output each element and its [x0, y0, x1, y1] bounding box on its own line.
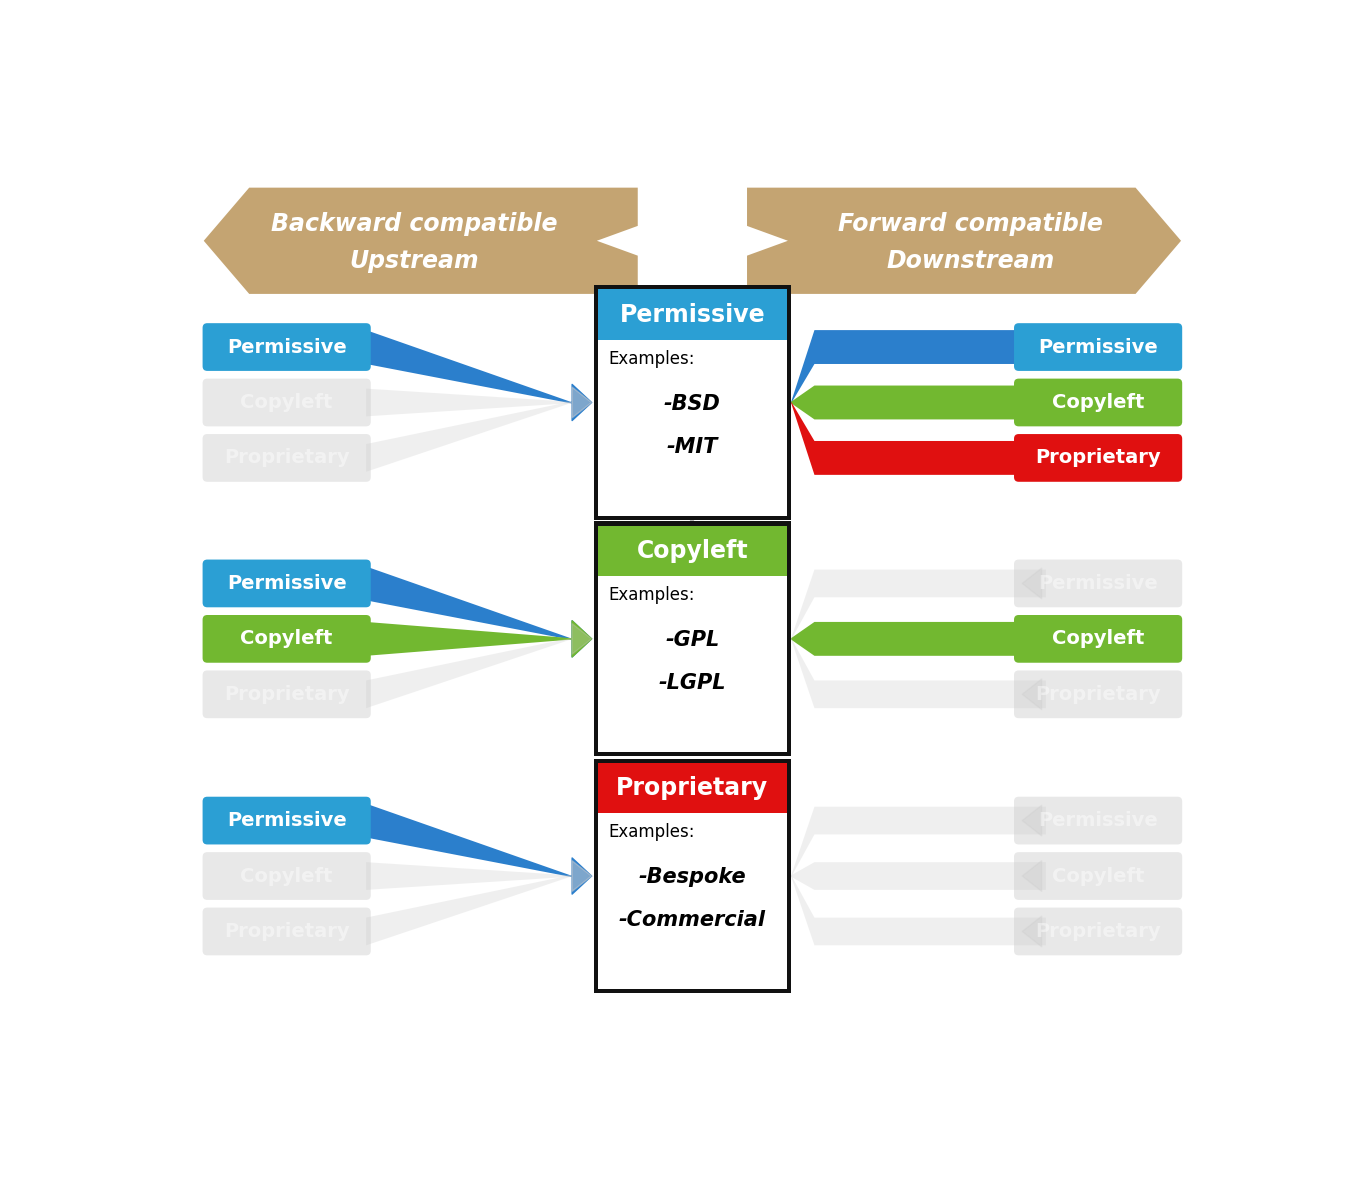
FancyBboxPatch shape [203, 797, 370, 845]
Bar [593, 521, 792, 756]
FancyBboxPatch shape [203, 323, 370, 371]
Polygon shape [792, 569, 1046, 640]
FancyArrowPatch shape [571, 624, 592, 654]
Polygon shape [366, 876, 593, 945]
Text: -MIT: -MIT [666, 437, 719, 456]
Text: Copyleft: Copyleft [240, 629, 332, 648]
Polygon shape [366, 567, 593, 640]
Text: Forward compatible: Forward compatible [838, 212, 1102, 236]
Text: Copyleft: Copyleft [1052, 393, 1144, 412]
Text: Backward compatible: Backward compatible [272, 212, 558, 236]
Polygon shape [792, 863, 1046, 890]
Polygon shape [747, 188, 1181, 294]
Polygon shape [366, 331, 593, 404]
FancyBboxPatch shape [203, 908, 370, 955]
Bar [598, 526, 786, 576]
Text: Permissive: Permissive [227, 811, 347, 830]
Text: Permissive: Permissive [1038, 574, 1158, 593]
FancyArrowPatch shape [1023, 329, 1042, 365]
FancyArrowPatch shape [1023, 621, 1042, 657]
Text: Upstream: Upstream [350, 249, 480, 273]
FancyBboxPatch shape [203, 852, 370, 900]
Text: Proprietary: Proprietary [1035, 685, 1161, 703]
FancyArrowPatch shape [1023, 440, 1042, 476]
FancyArrowPatch shape [571, 860, 592, 891]
Bar [598, 340, 786, 515]
Bar [593, 285, 792, 520]
FancyBboxPatch shape [1015, 615, 1182, 662]
FancyBboxPatch shape [203, 671, 370, 718]
Text: Copyleft: Copyleft [636, 539, 748, 563]
FancyArrowPatch shape [1023, 805, 1042, 836]
FancyBboxPatch shape [203, 559, 370, 607]
Bar [593, 758, 792, 993]
FancyArrowPatch shape [571, 385, 592, 420]
Text: Copyleft: Copyleft [1052, 629, 1144, 648]
Text: Permissive: Permissive [227, 338, 347, 357]
Polygon shape [366, 863, 593, 890]
FancyBboxPatch shape [1015, 434, 1182, 482]
FancyArrowPatch shape [571, 387, 592, 418]
Text: Proprietary: Proprietary [616, 776, 769, 800]
Polygon shape [792, 876, 1046, 945]
Text: Permissive: Permissive [1038, 338, 1158, 357]
Polygon shape [366, 401, 593, 472]
Polygon shape [366, 388, 593, 417]
Text: Copyleft: Copyleft [1052, 866, 1144, 885]
Bar [598, 289, 786, 340]
Text: Permissive: Permissive [1038, 811, 1158, 830]
Polygon shape [204, 188, 638, 294]
Polygon shape [792, 401, 1046, 474]
Text: -Commercial: -Commercial [619, 910, 766, 931]
Text: Proprietary: Proprietary [1035, 922, 1161, 940]
Text: Proprietary: Proprietary [224, 922, 350, 940]
FancyBboxPatch shape [1015, 797, 1182, 845]
Bar [598, 763, 786, 813]
Text: Proprietary: Proprietary [224, 448, 350, 467]
Text: Permissive: Permissive [227, 574, 347, 593]
FancyArrowPatch shape [1023, 916, 1042, 946]
FancyBboxPatch shape [1015, 323, 1182, 371]
Polygon shape [366, 622, 593, 655]
Polygon shape [792, 331, 1046, 404]
FancyBboxPatch shape [1015, 671, 1182, 718]
Polygon shape [366, 804, 593, 877]
Text: -Bespoke: -Bespoke [639, 867, 746, 888]
FancyArrowPatch shape [571, 387, 592, 418]
FancyBboxPatch shape [1015, 379, 1182, 426]
Text: Downstream: Downstream [886, 249, 1054, 273]
Text: Proprietary: Proprietary [224, 685, 350, 703]
FancyBboxPatch shape [1015, 852, 1182, 900]
FancyBboxPatch shape [203, 615, 370, 662]
FancyArrowPatch shape [571, 621, 592, 657]
Text: Examples:: Examples: [608, 586, 694, 604]
Polygon shape [366, 639, 593, 708]
FancyBboxPatch shape [203, 434, 370, 482]
FancyBboxPatch shape [203, 379, 370, 426]
Bar [598, 576, 786, 752]
FancyArrowPatch shape [1023, 860, 1042, 891]
FancyArrowPatch shape [571, 621, 592, 657]
Polygon shape [792, 639, 1046, 708]
FancyArrowPatch shape [571, 858, 592, 894]
Polygon shape [792, 386, 1046, 419]
Text: Copyleft: Copyleft [240, 393, 332, 412]
Text: Examples:: Examples: [608, 823, 694, 841]
Polygon shape [792, 622, 1046, 655]
Text: Examples:: Examples: [608, 350, 694, 368]
FancyBboxPatch shape [1015, 908, 1182, 955]
Polygon shape [792, 806, 1046, 877]
FancyArrowPatch shape [1023, 568, 1042, 599]
Text: Copyleft: Copyleft [240, 866, 332, 885]
Bar [598, 813, 786, 990]
Text: Proprietary: Proprietary [1035, 448, 1161, 467]
Text: -BSD: -BSD [663, 394, 721, 413]
FancyBboxPatch shape [1015, 559, 1182, 607]
FancyArrowPatch shape [571, 860, 592, 891]
FancyArrowPatch shape [1023, 679, 1042, 709]
FancyArrowPatch shape [1023, 385, 1042, 420]
Text: -GPL: -GPL [665, 630, 720, 651]
Text: -LGPL: -LGPL [659, 673, 725, 694]
Text: Permissive: Permissive [620, 303, 765, 327]
